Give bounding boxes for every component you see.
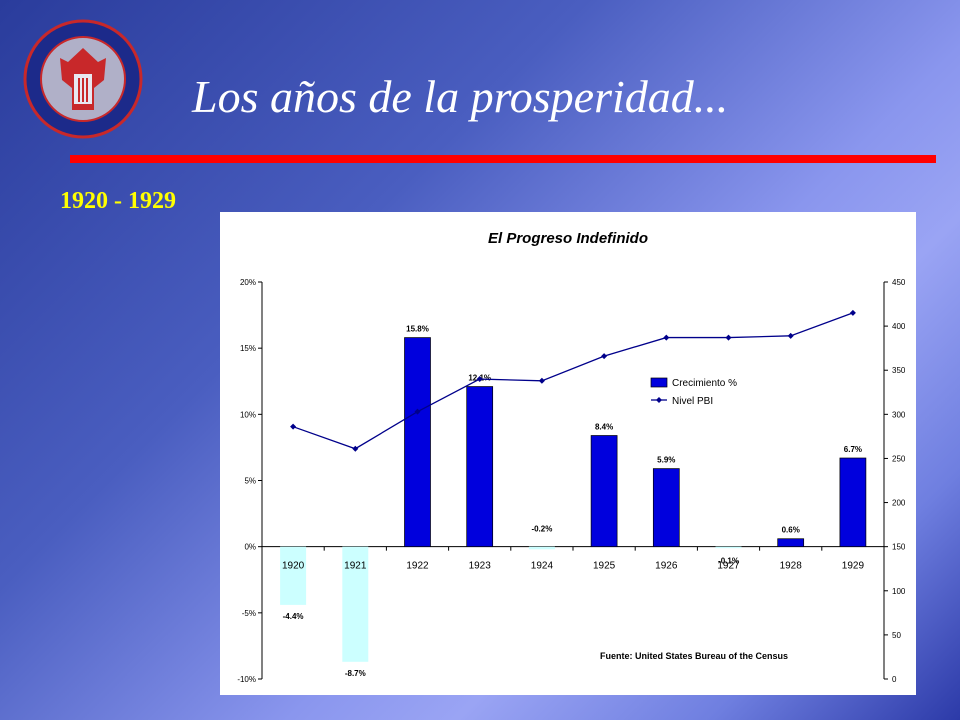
bar-data-label: -0.2% (531, 525, 552, 534)
nivel-pbi-marker (476, 376, 483, 383)
nivel-pbi-marker (849, 309, 856, 316)
bar-data-label: 0.6% (782, 526, 800, 535)
category-label: 1925 (593, 561, 616, 572)
bar-1925 (590, 435, 618, 548)
right-tick-label: 0 (892, 675, 897, 684)
category-label: 1929 (842, 561, 865, 572)
legend-swatch-bar (650, 377, 668, 388)
left-tick-label: -5% (242, 609, 256, 618)
right-tick-label: 100 (892, 587, 906, 596)
right-tick-label: 300 (892, 410, 906, 419)
left-tick-label: 10% (240, 410, 256, 419)
bar-data-label: 15.8% (406, 325, 429, 334)
title-rule (70, 155, 936, 163)
legend-label-crecimiento: Crecimiento % (672, 378, 737, 389)
bar-1923 (466, 386, 494, 548)
bar-data-label: -8.7% (345, 669, 366, 678)
category-label: 1927 (717, 561, 740, 572)
bar-1924 (528, 546, 555, 550)
category-label: 1923 (469, 561, 492, 572)
nivel-pbi-marker (414, 408, 421, 415)
right-tick-label: 250 (892, 454, 906, 463)
right-tick-label: 150 (892, 543, 906, 552)
right-tick-label: 50 (892, 631, 901, 640)
left-tick-label: 20% (240, 278, 256, 287)
nivel-pbi-marker (725, 334, 732, 341)
legend-label-nivel-pbi: Nivel PBI (672, 396, 713, 407)
bar-data-label: -4.4% (283, 612, 304, 621)
category-label: 1921 (344, 561, 367, 572)
bar-1920 (280, 546, 307, 605)
bar-1927 (715, 546, 742, 549)
period-label: 1920 - 1929 (60, 188, 176, 214)
nivel-pbi-marker (290, 423, 297, 430)
bar-data-label: 8.4% (595, 423, 613, 432)
category-label: 1922 (406, 561, 429, 572)
slide-title: Los años de la prosperidad... (192, 71, 729, 122)
source-note: Fuente: United States Bureau of the Cens… (600, 651, 788, 661)
category-label: 1920 (282, 561, 305, 572)
nivel-pbi-marker (601, 353, 608, 360)
nivel-pbi-line (292, 312, 854, 450)
left-tick-label: -10% (237, 675, 256, 684)
legend-marker-line (656, 397, 662, 403)
bar-data-label: -0.1% (718, 557, 739, 566)
left-tick-label: 0% (244, 543, 256, 552)
category-label: 1928 (780, 561, 803, 572)
nivel-pbi-marker (663, 334, 670, 341)
category-label: 1926 (655, 561, 678, 572)
bar-1926 (652, 468, 680, 548)
bar-1922 (404, 337, 431, 548)
nivel-pbi-marker (787, 332, 794, 339)
chart-panel: El Progreso Indefinido 20% 15% 10% 5% 0% -5% -1… (220, 212, 916, 695)
right-tick-label: 400 (892, 322, 906, 331)
right-tick-label: 350 (892, 366, 906, 375)
bar-1929 (839, 457, 867, 548)
left-tick-label: 15% (240, 344, 256, 353)
university-logo (23, 19, 143, 139)
chart-svg: El Progreso Indefinido 20% 15% 10% 5% 0% -5% -1… (237, 230, 906, 684)
bar-1928 (777, 538, 805, 548)
nivel-pbi-marker (352, 445, 359, 452)
bar-1921 (342, 546, 369, 662)
left-tick-label: 5% (244, 477, 256, 486)
right-tick-label: 450 (892, 278, 906, 287)
nivel-pbi-marker (538, 377, 545, 384)
category-label: 1924 (531, 561, 554, 572)
chart-title: El Progreso Indefinido (488, 230, 648, 247)
bar-data-label: 6.7% (844, 445, 862, 454)
bar-data-label: 5.9% (657, 456, 675, 465)
right-tick-label: 200 (892, 499, 906, 508)
